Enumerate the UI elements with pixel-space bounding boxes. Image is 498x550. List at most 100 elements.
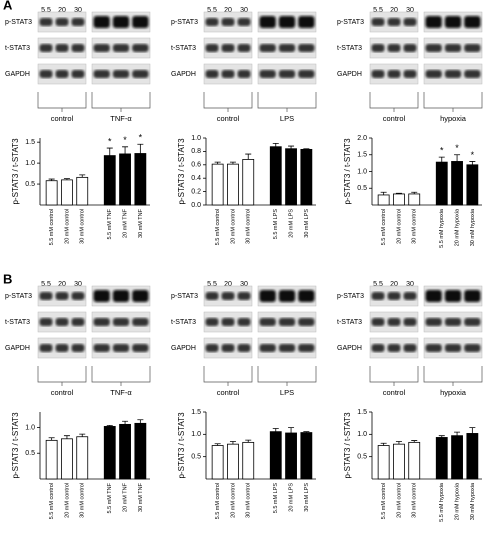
error-bar <box>303 431 310 433</box>
lane-label: 20 <box>58 7 66 14</box>
group-label: control <box>383 114 406 123</box>
lane-label: 20 <box>224 281 232 288</box>
x-tick-label: 5.5 mM control <box>381 483 387 519</box>
lane-label: 5.5 <box>373 7 383 14</box>
blot-band <box>39 70 53 78</box>
group-label: control <box>51 388 74 397</box>
blot-band <box>71 44 85 52</box>
row-label: t-STAT3 <box>5 319 30 326</box>
blot-band <box>237 18 251 26</box>
blot-band <box>387 18 401 26</box>
blot-band <box>237 292 251 300</box>
significance: * <box>471 150 475 160</box>
x-tick-label: 5.5 mM LPS <box>273 483 279 514</box>
blot-band <box>259 290 276 302</box>
blot-band <box>112 16 130 28</box>
lane-label: 5.5 <box>373 281 383 288</box>
error-bar <box>48 437 55 441</box>
bar <box>134 422 147 480</box>
error-bar <box>454 431 461 436</box>
blot-band <box>403 44 417 52</box>
x-tick-label: 20 mM LPS <box>289 209 295 238</box>
lane-label: 20 <box>58 281 66 288</box>
bracket <box>257 366 317 386</box>
bar <box>227 443 239 480</box>
bar <box>242 441 255 480</box>
blot-band <box>298 70 315 78</box>
bracket <box>423 92 483 112</box>
blot-band <box>464 16 481 28</box>
blot-band <box>425 44 442 52</box>
bar <box>45 180 58 206</box>
blot-band <box>132 70 149 78</box>
lane-label: 20 <box>224 7 232 14</box>
blot-band <box>221 44 235 52</box>
blot-band <box>221 318 235 326</box>
blot-band <box>444 290 462 302</box>
blot-band <box>71 18 85 26</box>
significance: * <box>139 133 143 143</box>
bar <box>435 437 448 480</box>
lane-label: 30 <box>74 7 82 14</box>
significance: * <box>108 136 112 146</box>
blot-band <box>371 344 385 352</box>
error-bar <box>469 427 476 434</box>
blot-band <box>112 344 130 352</box>
blot-band <box>93 344 110 352</box>
blot-band <box>205 70 219 78</box>
x-tick-label: 30 mM TNF <box>138 482 144 512</box>
bar <box>227 163 239 206</box>
bracket <box>91 366 151 386</box>
bar <box>242 159 255 206</box>
blot-band <box>39 18 53 26</box>
blot-band <box>444 16 462 28</box>
row-label: t-STAT3 <box>171 45 196 52</box>
row-label: t-STAT3 <box>337 45 362 52</box>
bar <box>61 438 73 480</box>
row-label: p-STAT3 <box>337 19 364 26</box>
y-tick-label: 1.5 <box>191 409 201 416</box>
bar <box>269 146 282 206</box>
x-tick-label: 5.5 mM hypoxia <box>439 482 445 522</box>
bar <box>211 163 224 206</box>
blot-band <box>371 70 385 78</box>
x-tick-label: 20 mM control <box>396 209 402 244</box>
row-label: GAPDH <box>5 71 30 78</box>
y-tick-label: 0.5 <box>191 454 201 461</box>
blot-band <box>112 290 130 302</box>
blot-band <box>237 44 251 52</box>
x-tick-label: 5.5 mM hypoxia <box>439 208 445 248</box>
error-bar <box>48 178 55 181</box>
blot-band <box>387 292 401 300</box>
lane-label: 30 <box>406 281 414 288</box>
bracket <box>369 92 419 112</box>
y-tick-label: 0.8 <box>191 148 201 155</box>
blot-band <box>278 44 296 52</box>
lane-label: 20 <box>390 281 398 288</box>
blot-band <box>371 44 385 52</box>
row-label: GAPDH <box>5 345 30 352</box>
blot-band <box>221 18 235 26</box>
y-tick-label: 0.5 <box>25 450 35 457</box>
blot-band <box>425 16 442 28</box>
x-tick-label: 20 mM control <box>396 483 402 518</box>
bracket <box>37 366 87 386</box>
bar <box>408 441 421 480</box>
blot-band <box>132 44 149 52</box>
bar <box>134 153 147 206</box>
lane-label: 30 <box>240 7 248 14</box>
blot-band <box>112 44 130 52</box>
error-bar <box>380 191 387 195</box>
blot-band <box>205 292 219 300</box>
lane-label: 5.5 <box>207 281 217 288</box>
error-bar <box>63 435 70 439</box>
x-tick-label: 5.5 mM control <box>49 209 55 245</box>
row-label: t-STAT3 <box>171 319 196 326</box>
x-tick-label: 20 mM TNF <box>123 208 129 238</box>
bar <box>103 426 116 480</box>
blot-band <box>464 318 481 326</box>
row-label: GAPDH <box>337 345 362 352</box>
y-axis-label: p-STAT3 / t-STAT3 <box>11 412 20 479</box>
y-tick-label: 1.0 <box>191 135 201 142</box>
